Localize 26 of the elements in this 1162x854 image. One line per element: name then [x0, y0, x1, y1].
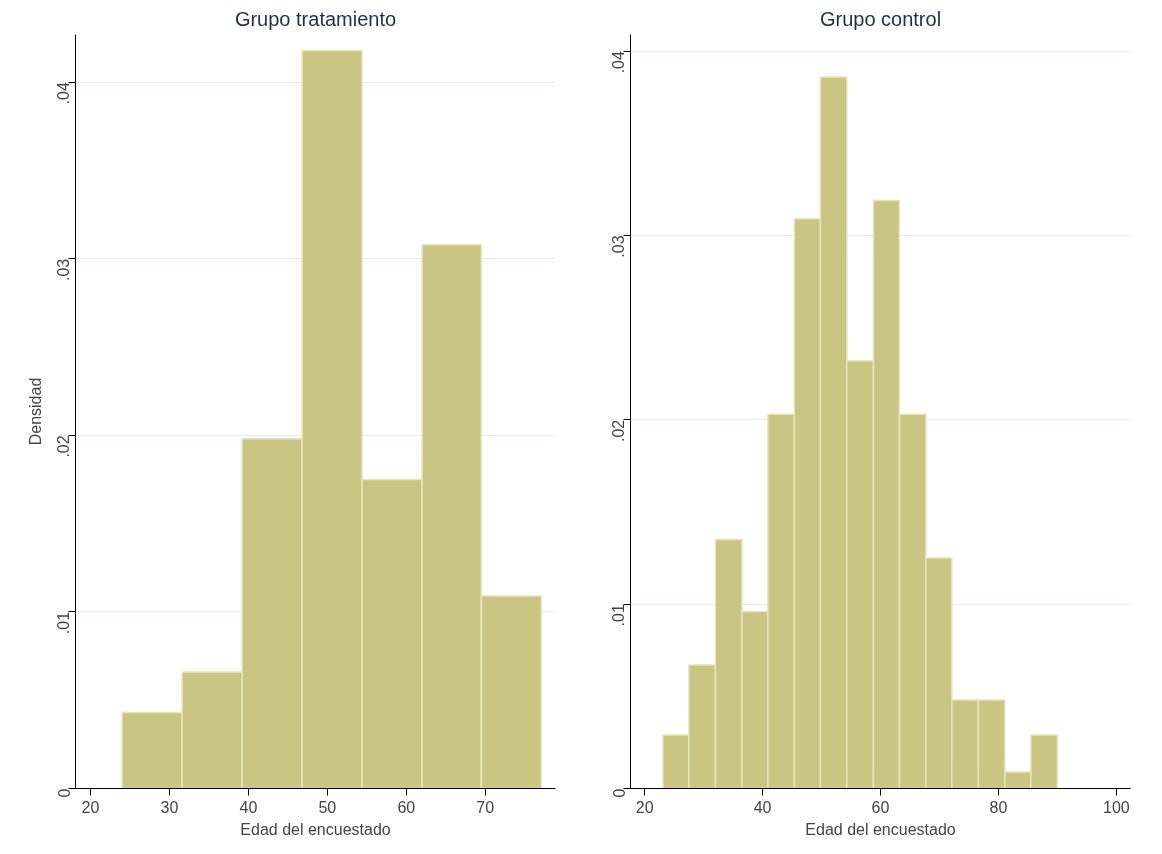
x-tick-label: 40 — [753, 798, 772, 816]
chart-title: Grupo tratamiento — [234, 7, 397, 30]
y-tick-label: .04 — [610, 50, 628, 74]
y-tick-label: .03 — [610, 235, 628, 258]
x-tick-label: 20 — [81, 798, 100, 816]
y-tick-label: .03 — [55, 258, 73, 281]
x-tick-label: 100 — [1103, 798, 1130, 816]
y-tick-label: .01 — [610, 604, 628, 627]
y-tick-label: .01 — [55, 611, 73, 635]
x-axis-title: Edad del encuestado — [805, 820, 956, 838]
y-axis-title: Densidad — [26, 377, 44, 446]
x-tick-label: 60 — [871, 798, 890, 816]
x-tick-label: 60 — [397, 798, 416, 816]
x-tick-label: 20 — [635, 798, 654, 816]
chart-title: Grupo control — [819, 7, 942, 30]
y-tick-label: .02 — [610, 419, 628, 443]
x-tick-label: 30 — [160, 798, 179, 816]
x-tick-label: 70 — [476, 798, 495, 816]
x-tick-label: 50 — [318, 798, 337, 816]
y-tick-label: 0 — [610, 788, 628, 798]
x-tick-label: 80 — [989, 798, 1008, 816]
y-tick-label: 0 — [55, 788, 73, 798]
x-tick-label: 40 — [239, 798, 258, 816]
y-tick-label: .02 — [55, 435, 73, 458]
y-tick-label: .04 — [55, 82, 73, 105]
x-axis-title: Edad del encuestado — [240, 820, 391, 838]
